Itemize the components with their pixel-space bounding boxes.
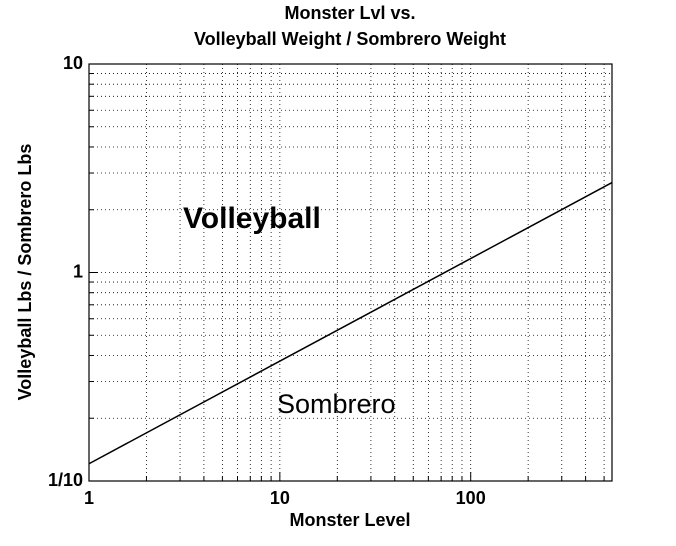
y-axis-label: Volleyball Lbs / Sombrero Lbs bbox=[15, 144, 35, 401]
y-tick-label: 10 bbox=[63, 53, 83, 73]
x-tick-label: 10 bbox=[270, 488, 290, 508]
plot-frame bbox=[88, 63, 613, 482]
x-tick-label: 1 bbox=[84, 488, 94, 508]
chart-title: Monster Lvl vs. bbox=[284, 3, 415, 23]
data-line bbox=[88, 181, 613, 465]
chart-title: Volleyball Weight / Sombrero Weight bbox=[194, 29, 506, 49]
annotation: Sombrero bbox=[277, 389, 396, 419]
y-tick-label: 1/10 bbox=[48, 470, 83, 490]
y-tick-label: 1 bbox=[73, 261, 83, 281]
x-tick-label: 100 bbox=[456, 488, 486, 508]
annotation: Volleyball bbox=[183, 202, 321, 235]
x-axis-label: Monster Level bbox=[289, 510, 410, 530]
